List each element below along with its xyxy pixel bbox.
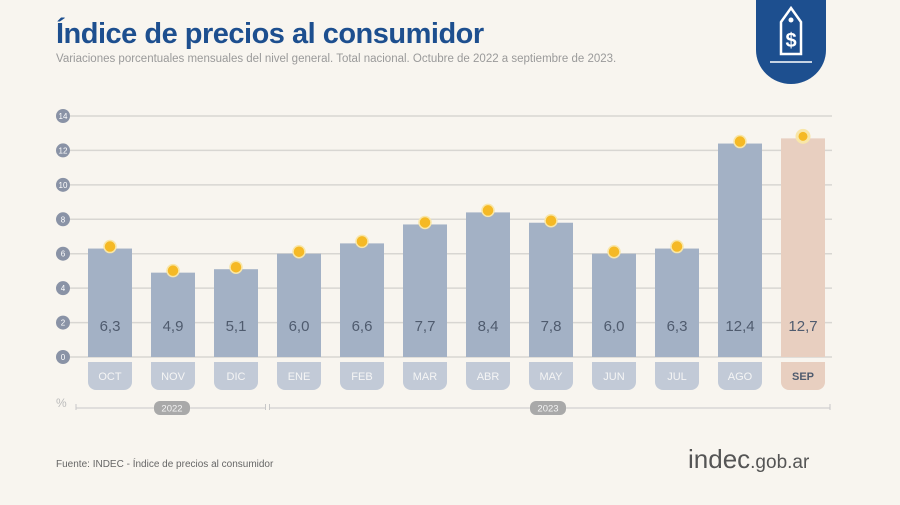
data-label: 6,3 bbox=[100, 318, 121, 335]
data-label: 7,7 bbox=[415, 318, 436, 335]
value-dot bbox=[607, 244, 621, 259]
data-label: 12,4 bbox=[725, 318, 754, 335]
month-pill bbox=[277, 362, 321, 390]
month-pill bbox=[151, 362, 195, 390]
y-tick-label: 6 bbox=[61, 250, 66, 259]
year-label: 2022 bbox=[161, 404, 182, 415]
month-pill bbox=[466, 362, 510, 390]
value-dot bbox=[418, 215, 432, 230]
source-note: Fuente: INDEC - Índice de precios al con… bbox=[56, 459, 274, 470]
bar bbox=[655, 248, 699, 357]
month-pill bbox=[88, 362, 132, 390]
x-tick-label: JUL bbox=[667, 371, 687, 383]
bar bbox=[340, 243, 384, 357]
x-tick-label: DIC bbox=[227, 371, 246, 383]
bar bbox=[151, 272, 195, 357]
x-tick-label: SEP bbox=[792, 371, 814, 383]
y-tick-label: 10 bbox=[59, 181, 68, 190]
brand-suffix: .gob.ar bbox=[750, 452, 810, 473]
data-label: 4,9 bbox=[163, 318, 184, 335]
year-label: 2023 bbox=[537, 404, 558, 415]
value-dot bbox=[103, 239, 117, 254]
x-tick-label: ENE bbox=[288, 371, 311, 383]
page-subtitle: Variaciones porcentuales mensuales del n… bbox=[56, 53, 617, 65]
svg-text:$: $ bbox=[785, 30, 796, 52]
value-dot bbox=[670, 239, 684, 254]
data-label: 5,1 bbox=[226, 318, 247, 335]
month-pill bbox=[655, 362, 699, 390]
indec-logo: indec.gob.ar bbox=[688, 444, 809, 475]
month-pill bbox=[340, 362, 384, 390]
y-tick-label: 14 bbox=[59, 112, 68, 121]
tick-badge bbox=[56, 246, 70, 261]
data-label: 6,0 bbox=[604, 318, 625, 335]
x-tick-label: MAY bbox=[539, 371, 563, 383]
value-dot bbox=[795, 128, 811, 144]
year-pill bbox=[154, 401, 190, 415]
bar bbox=[781, 138, 825, 357]
value-dot bbox=[481, 203, 495, 218]
brand-main: indec bbox=[688, 444, 751, 474]
month-pill bbox=[718, 362, 762, 390]
bar bbox=[466, 212, 510, 357]
y-tick-label: 0 bbox=[61, 353, 66, 362]
x-tick-label: OCT bbox=[98, 371, 122, 383]
bar bbox=[403, 224, 447, 357]
year-pill bbox=[530, 401, 566, 415]
y-tick-label: 12 bbox=[59, 146, 68, 155]
month-pill bbox=[781, 362, 825, 390]
x-tick-label: JUN bbox=[603, 371, 624, 383]
x-tick-label: FEB bbox=[351, 371, 372, 383]
bar bbox=[214, 269, 258, 357]
tick-badge bbox=[56, 212, 70, 227]
y-axis-unit: % bbox=[56, 396, 67, 410]
y-tick-label: 2 bbox=[61, 319, 66, 328]
x-tick-label: MAR bbox=[413, 371, 438, 383]
value-dot bbox=[166, 263, 180, 278]
x-tick-label: ABR bbox=[477, 371, 500, 383]
tick-badge bbox=[56, 143, 70, 158]
data-label: 6,6 bbox=[352, 318, 373, 335]
value-dot bbox=[544, 213, 558, 228]
bar bbox=[529, 222, 573, 357]
value-dot bbox=[733, 134, 747, 149]
bar bbox=[88, 248, 132, 357]
data-label: 6,0 bbox=[289, 318, 310, 335]
month-pill bbox=[403, 362, 447, 390]
value-dot bbox=[292, 244, 306, 259]
page-title: Índice de precios al consumidor bbox=[56, 18, 484, 50]
bar bbox=[718, 143, 762, 357]
data-label: 6,3 bbox=[667, 318, 688, 335]
tick-badge bbox=[56, 177, 70, 192]
data-label: 12,7 bbox=[788, 318, 817, 335]
bar bbox=[277, 253, 321, 357]
price-tag-dollar-icon: $ bbox=[756, 0, 826, 84]
value-dot bbox=[229, 260, 243, 274]
y-tick-label: 8 bbox=[61, 215, 66, 224]
month-pill bbox=[529, 362, 573, 390]
tick-badge bbox=[56, 350, 70, 364]
x-tick-label: NOV bbox=[161, 371, 186, 383]
tick-badge bbox=[56, 281, 70, 296]
data-label: 8,4 bbox=[478, 318, 499, 335]
value-dot bbox=[355, 234, 369, 249]
tick-badge bbox=[56, 109, 70, 123]
bar-chart: 0 2 4 6 8 10 12 14 6,3 OCT 4,9 NOV 5,1 DIC 6,0 ENE 6,6 FE… bbox=[56, 109, 832, 415]
tick-badge bbox=[56, 315, 70, 330]
data-label: 7,8 bbox=[541, 318, 562, 335]
bar bbox=[592, 253, 636, 357]
month-pill bbox=[592, 362, 636, 390]
x-tick-label: AGO bbox=[728, 371, 753, 383]
month-pill bbox=[214, 362, 258, 390]
y-tick-label: 4 bbox=[61, 284, 66, 293]
